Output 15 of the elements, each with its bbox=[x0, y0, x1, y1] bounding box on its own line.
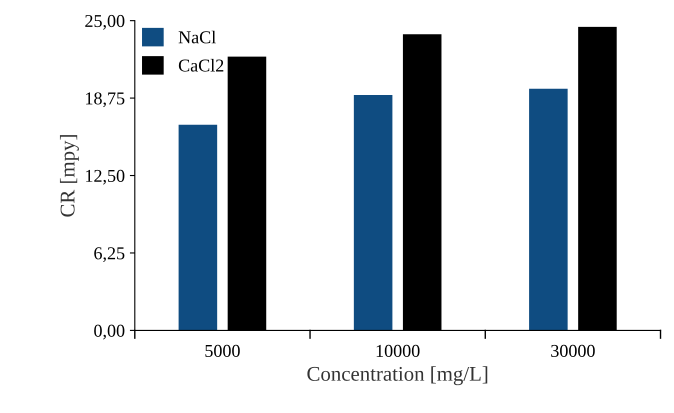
y-tick-label: 6,25 bbox=[94, 247, 124, 262]
y-tick-label: 12,50 bbox=[86, 170, 124, 185]
legend-label: CaCl2 bbox=[178, 58, 224, 72]
bar bbox=[354, 94, 392, 330]
x-axis-title: Concentration [mg/L] bbox=[307, 366, 488, 386]
y-tick-label: 18,75 bbox=[86, 92, 124, 108]
x-tick-label: 30000 bbox=[551, 344, 595, 357]
y-tick-label: 0,00 bbox=[94, 324, 124, 340]
y-tick-label: 25,00 bbox=[85, 14, 124, 30]
y-axis-title: CR [mpy] bbox=[60, 135, 79, 217]
bar bbox=[529, 88, 568, 330]
bar bbox=[178, 124, 218, 330]
x-tick-label: 5000 bbox=[205, 344, 240, 357]
legend-label: NaCl bbox=[178, 30, 216, 44]
x-tick-label: 10000 bbox=[376, 344, 420, 357]
